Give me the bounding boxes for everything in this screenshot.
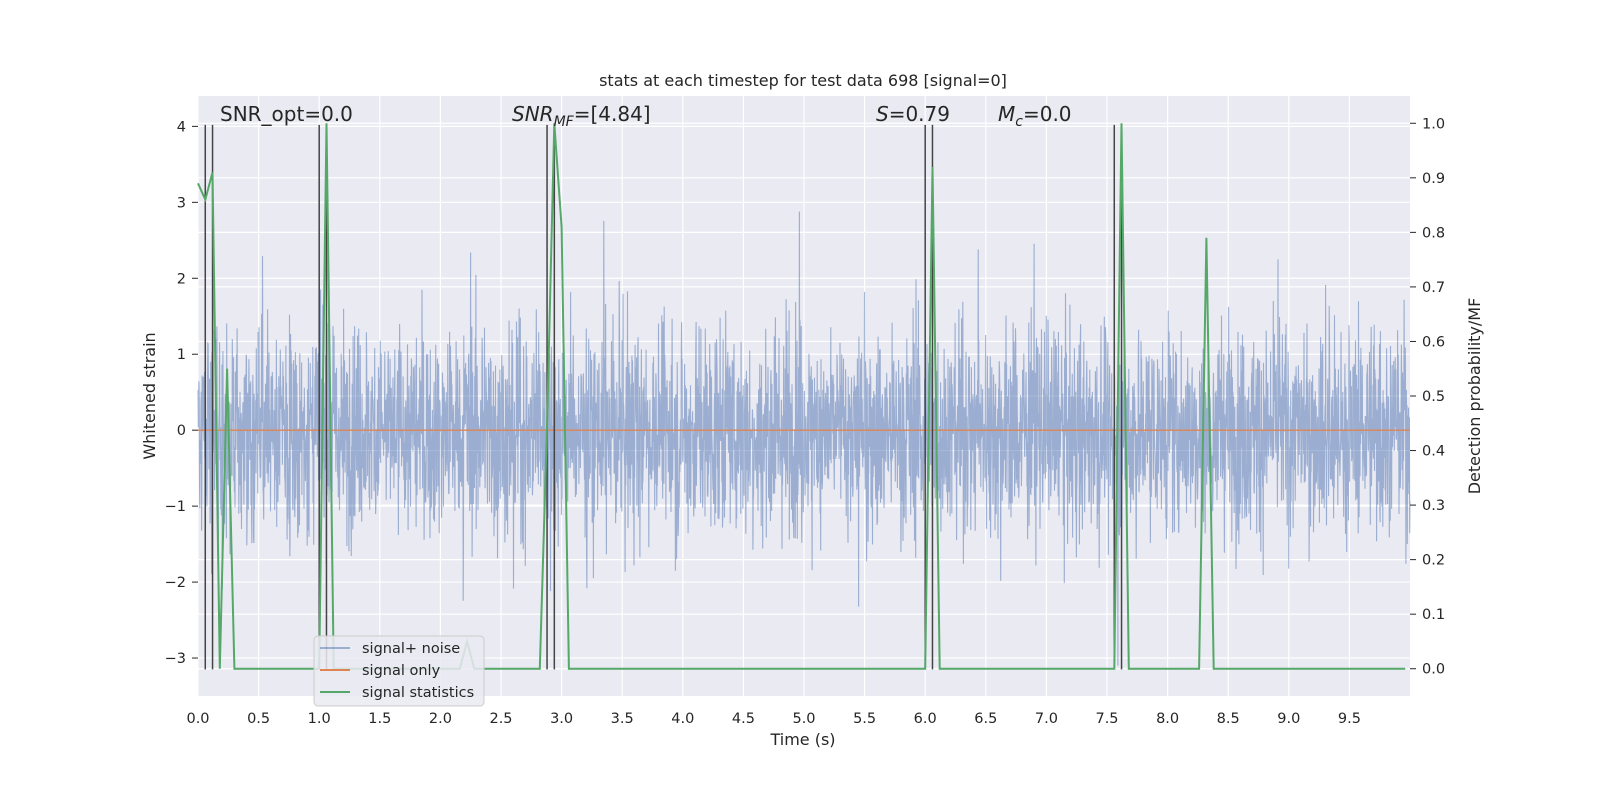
y-axis-label: Whitened strain: [140, 332, 159, 459]
y-tick-label: 4: [177, 119, 186, 135]
y-tick-label: 1: [177, 347, 186, 363]
y-right-tick-label: 1.0: [1422, 116, 1445, 132]
chart-title: stats at each timestep for test data 698…: [599, 71, 1007, 90]
y-right-tick-label: 0.4: [1422, 444, 1445, 460]
x-tick-label: 0.5: [247, 711, 270, 727]
x-axis-ticks: 0.0 0.5 1.0 1.5 2.0 2.5 3.0 3.5 4.0 4.5 5.0 5.5 6.0 6…: [186, 711, 1360, 727]
x-tick-label: 9.0: [1277, 711, 1300, 727]
signal-statistics-line: [197, 123, 1406, 670]
x-tick-label: 9.5: [1338, 711, 1361, 727]
x-tick-label: 5.0: [792, 711, 815, 727]
y-right-tick-label: 0.9: [1422, 171, 1445, 187]
annotation-snr-mf: SNRMF=[4.84]: [512, 102, 651, 130]
y-axis-ticks: −3 −2 −1 0 1 2 3 4: [165, 119, 198, 667]
stat-annotations: SNR_opt=0.0 SNRMF=[4.84] S=0.79 Mc=0.0: [220, 102, 1072, 130]
legend-entry: signal statistics: [362, 685, 474, 701]
y-right-tick-label: 0.0: [1422, 662, 1445, 678]
y-right-tick-label: 0.5: [1422, 389, 1445, 405]
legend-entry: signal only: [362, 663, 441, 679]
x-tick-label: 2.0: [429, 711, 452, 727]
x-tick-label: 1.5: [368, 711, 391, 727]
x-tick-label: 7.5: [1095, 711, 1118, 727]
x-axis-label: Time (s): [769, 730, 835, 749]
x-tick-label: 4.5: [732, 711, 755, 727]
x-tick-label: 0.0: [186, 711, 209, 727]
x-tick-label: 6.0: [914, 711, 937, 727]
y-tick-label: 0: [177, 423, 186, 439]
annotation-mc-stat: Mc=0.0: [998, 102, 1072, 130]
y-tick-label: −2: [165, 575, 186, 591]
x-tick-label: 8.0: [1156, 711, 1179, 727]
annotation-s-stat: S=0.79: [876, 102, 950, 126]
x-tick-label: 5.5: [853, 711, 876, 727]
y-tick-label: −3: [165, 651, 186, 667]
x-tick-label: 7.0: [1035, 711, 1058, 727]
x-tick-label: 8.5: [1217, 711, 1240, 727]
annotation-snr-opt: SNR_opt=0.0: [220, 102, 353, 126]
x-tick-label: 3.5: [611, 711, 634, 727]
x-tick-label: 6.5: [974, 711, 997, 727]
y-tick-label: 2: [177, 271, 186, 287]
y-right-tick-label: 0.8: [1422, 225, 1445, 241]
vertical-marker-lines: [204, 124, 1123, 670]
y-tick-label: 3: [177, 195, 186, 211]
y-tick-label: −1: [165, 499, 186, 515]
x-tick-label: 1.0: [308, 711, 331, 727]
legend-box: [313, 635, 485, 707]
x-tick-label: 2.5: [489, 711, 512, 727]
y-right-tick-label: 0.6: [1422, 334, 1445, 350]
y-right-tick-label: 0.7: [1422, 280, 1445, 296]
legend-entry: signal+ noise: [362, 641, 460, 657]
y-right-axis-label: Detection probability/MF: [1465, 298, 1484, 495]
x-tick-label: 3.0: [550, 711, 573, 727]
legend: signal+ noise signal only signal statistic…: [313, 635, 485, 707]
y-right-tick-label: 0.2: [1422, 553, 1445, 569]
y-right-axis-ticks: 0.0 0.1 0.2 0.3 0.4 0.5 0.6 0.7 0.8 0.9 1.0: [1410, 116, 1445, 678]
y-right-tick-label: 0.3: [1422, 498, 1445, 514]
x-tick-label: 4.0: [671, 711, 694, 727]
y-right-tick-label: 0.1: [1422, 607, 1445, 623]
